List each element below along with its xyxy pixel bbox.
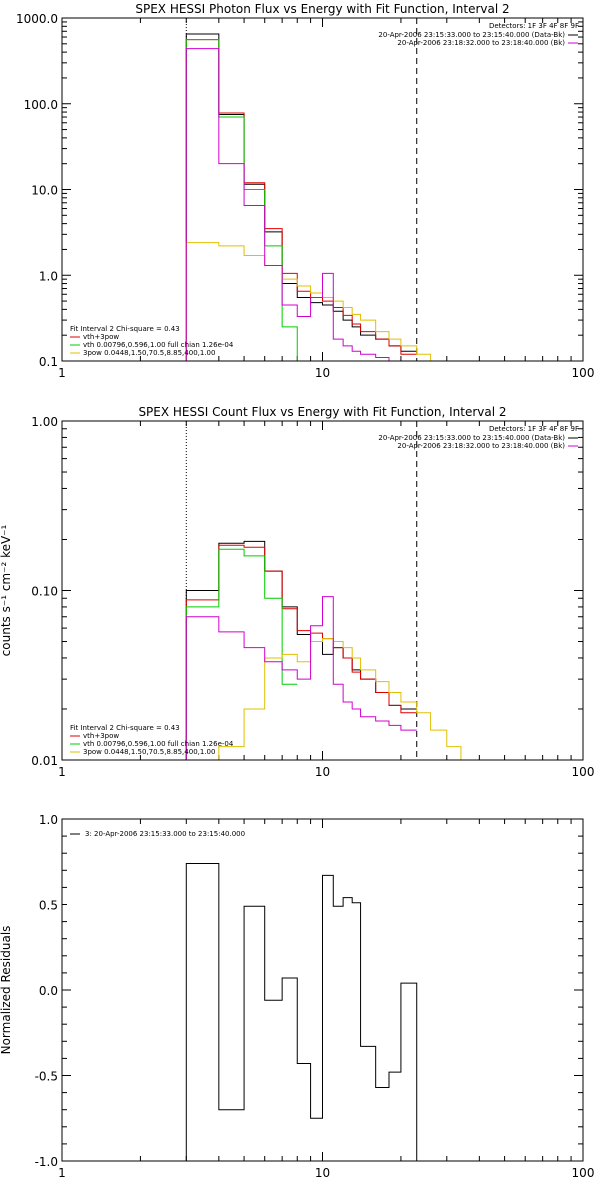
y-tick-label: 1.0 [39,269,58,283]
panel-2: SPEX HESSI Count Flux vs Energy with Fit… [0,405,594,779]
y-tick-label: 10.0 [31,184,58,198]
y-tick-label: 1.00 [31,415,58,429]
y-tick-label: 1.0 [39,813,58,827]
plot-frame [61,818,584,1162]
y-tick-label: 100.0 [24,98,58,112]
plot-frame [61,420,584,761]
series-3-20-apr-2006-23-15-33-000-to-23-15-40-000 [185,862,418,1161]
legend-detectors: Detectors: 1F 3F 4F 8F 9F [489,22,579,30]
x-tick-label: 10 [315,1166,330,1180]
series-3pow [186,638,480,760]
legend-detectors: Detectors: 1F 3F 4F 8F 9F [489,425,579,433]
legend-entry: 20-Apr-2006 23:18:32.000 to 23:18:40.000… [397,39,565,47]
x-tick-label: 1 [58,765,66,779]
chart-title: SPEX HESSI Count Flux vs Energy with Fit… [138,405,506,419]
panel-3: Normalized Residuals 1 10 100 -1.0 -0.5 0.0 0.5… [0,813,594,1180]
legend-entry: 20-Apr-2006 23:18:32.000 to 23:18:40.000… [397,442,565,450]
series-group [185,540,480,760]
series-data-bk [185,540,417,760]
series-vth [185,39,311,361]
x-tick-label: 100 [572,765,595,779]
plot-frame [61,17,584,362]
legend-entry: 20-Apr-2006 23:15:33.000 to 23:15:40.000… [378,434,565,442]
x-tick-label: 10 [315,366,330,380]
x-tick-label: 100 [572,1166,595,1180]
y-tick-label: 0.1 [39,355,58,369]
x-tick-label: 1 [58,366,66,380]
legend-entry: 3pow 0.0448,1.50,70.5,8.85,400,1.00 [83,748,215,756]
series-vth-3pow [185,39,417,361]
series-group [185,33,447,361]
y-tick-label: -0.5 [35,1070,58,1084]
legend-entry: 3pow 0.0448,1.50,70.5,8.85,400,1.00 [83,349,215,357]
legend-entry: vth+3pow [83,333,119,341]
legend-entry: 3: 20-Apr-2006 23:15:33.000 to 23:15:40.… [85,830,245,838]
y-axis-label: Normalized Residuals [0,926,13,1055]
legend-entry: vth+3pow [83,732,119,740]
series-data-bk [185,33,417,361]
series-vth-3pow [185,544,417,760]
x-tick-label: 10 [315,765,330,779]
y-tick-label: 1000.0 [16,12,58,26]
legend-entry: vth 0.00796,0.596,1.00 full chian 1.26e-… [83,341,234,349]
legend-entry: vth 0.00796,0.596,1.00 full chian 1.26e-… [83,740,234,748]
x-tick-label: 1 [58,1166,66,1180]
y-tick-label: 0.01 [31,754,58,768]
series-vth [185,548,298,760]
legend-entry: 20-Apr-2006 23:15:33.000 to 23:15:40.000… [378,31,565,39]
legend-entry: Fit Interval 2 Chi-square = 0.43 [70,724,180,732]
y-tick-label: 0.0 [39,984,58,998]
series-group [185,862,418,1161]
panel-1: SPEX HESSI Photon Flux vs Energy with Fi… [16,2,594,380]
series-bk [185,596,417,760]
chart-title: SPEX HESSI Photon Flux vs Energy with Fi… [135,2,509,16]
y-tick-label: -1.0 [35,1155,58,1169]
y-tick-label: 0.5 [39,899,58,913]
y-axis-label: counts s⁻¹ cm⁻² keV⁻¹ [0,524,13,656]
legend-entry: Fit Interval 2 Chi-square = 0.43 [70,325,180,333]
x-tick-label: 100 [572,366,595,380]
y-tick-label: 0.10 [31,585,58,599]
series-bk [185,48,417,361]
